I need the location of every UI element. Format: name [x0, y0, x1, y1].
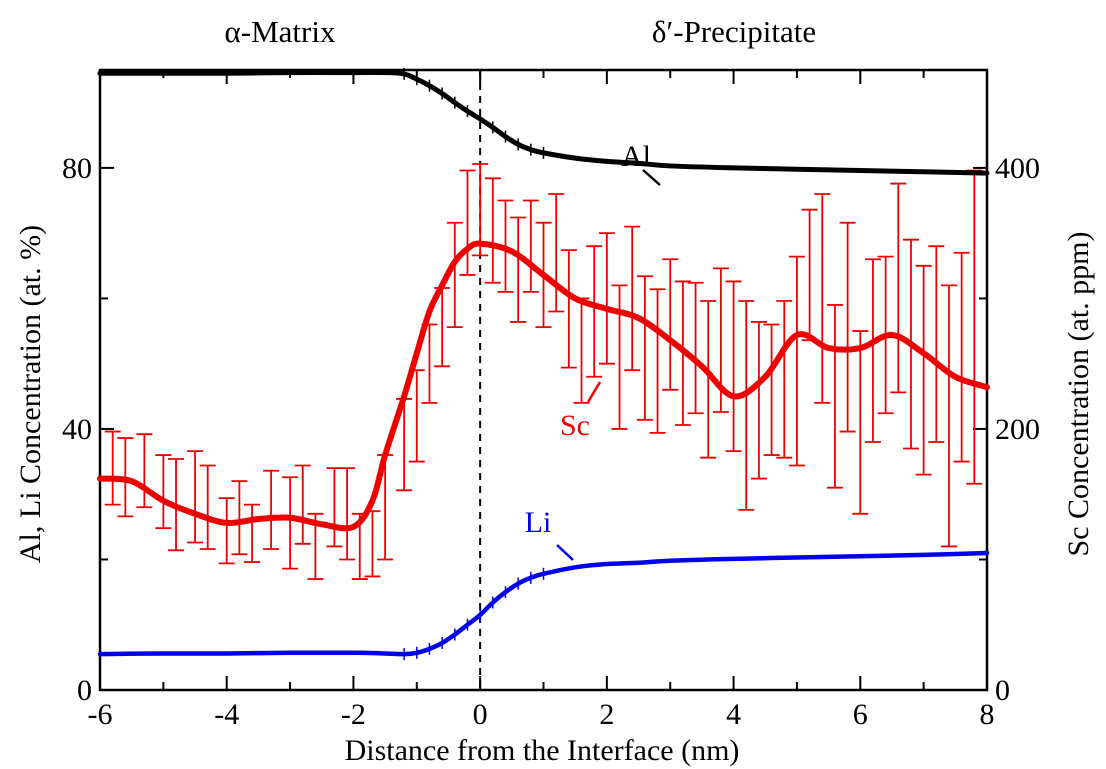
- y-left-tick-label: 40: [62, 413, 92, 446]
- sc-error-bar: [560, 249, 577, 369]
- x-tick-label: -6: [88, 698, 113, 731]
- sc-error-bar: [763, 323, 780, 456]
- sc-error-bar: [199, 464, 216, 550]
- sc-error-bar: [446, 221, 463, 329]
- sc-error-bar: [864, 258, 881, 443]
- x-tick-label: 0: [473, 698, 488, 731]
- sc-error-bar: [548, 193, 565, 313]
- y-left-tick-label: 0: [77, 674, 92, 707]
- x-axis-label: Distance from the Interface (nm): [345, 734, 740, 767]
- sc-error-bar: [459, 169, 476, 276]
- sc-error-bar: [915, 264, 932, 476]
- sc-error-bar: [136, 433, 153, 509]
- sc-error-bar: [928, 245, 945, 443]
- sc-error-bar: [244, 503, 261, 563]
- sc-error-bar: [738, 300, 755, 511]
- sc-error-bar: [586, 245, 603, 378]
- series-label-li: Li: [525, 506, 552, 539]
- x-tick-label: 6: [853, 698, 868, 731]
- sc-error-bar: [611, 284, 628, 430]
- sc-error-bar: [826, 304, 843, 489]
- sc-error-bar: [940, 284, 957, 548]
- sc-error-bars: [104, 163, 983, 580]
- series-label-al: Al: [621, 140, 651, 173]
- series-lines: [97, 67, 990, 661]
- sc-error-bar: [408, 369, 425, 463]
- sc-error-bar: [839, 221, 856, 433]
- series-annotations: Al Li Sc: [525, 140, 661, 561]
- sc-error-bar: [776, 300, 793, 459]
- sc-error-bar: [472, 163, 489, 257]
- sc-error-bar: [649, 288, 666, 434]
- sc-error-bar: [104, 430, 121, 506]
- sc-error-bar: [573, 297, 590, 404]
- series-line-sc: [97, 240, 990, 532]
- sc-error-bar: [282, 476, 299, 570]
- sc-error-bar: [231, 480, 248, 556]
- sc-error-bar: [890, 182, 907, 394]
- sc-error-bar: [484, 177, 501, 284]
- y-right-tick-label: 400: [995, 152, 1040, 185]
- sc-error-bar: [725, 280, 742, 453]
- sc-error-bar: [852, 330, 869, 515]
- y-axis-right-label: Sc Concentration (at. ppm): [1062, 232, 1095, 557]
- sc-error-bar: [598, 232, 615, 365]
- region-label-precipitate: δ′-Precipitate: [652, 14, 816, 49]
- sc-error-bar: [700, 300, 717, 459]
- sc-error-bar: [662, 258, 679, 391]
- sc-error-bar: [218, 497, 235, 565]
- sc-error-bar: [687, 281, 704, 415]
- sc-error-bar: [187, 450, 204, 544]
- series-label-sc: Sc: [560, 409, 590, 442]
- axes-frame: [98, 68, 989, 692]
- series-leader-sc: [586, 381, 602, 403]
- sc-error-bar: [636, 275, 653, 421]
- sc-error-bar: [966, 169, 983, 485]
- sc-error-bar: [750, 321, 767, 480]
- sc-error-bar: [801, 208, 818, 342]
- sc-error-bar: [155, 454, 172, 530]
- region-label-matrix: α-Matrix: [225, 14, 336, 49]
- x-tick-label: 4: [726, 698, 741, 731]
- sc-error-bar: [814, 193, 831, 404]
- series-leader-li: [556, 544, 574, 561]
- sc-error-bar: [326, 467, 343, 548]
- sc-error-bar: [624, 225, 641, 372]
- x-tick-label: -2: [341, 698, 366, 731]
- x-tick-label: 8: [980, 698, 995, 731]
- y-right-tick-label: 0: [995, 674, 1010, 707]
- y-axis-left-label: Al, Li Concentration (at. %): [14, 225, 47, 563]
- sc-error-bar: [510, 216, 527, 323]
- y-right-tick-label: 200: [995, 413, 1040, 446]
- sc-error-bar: [522, 199, 539, 293]
- sc-error-bar: [364, 510, 381, 578]
- x-tick-label: -4: [214, 698, 239, 731]
- x-tick-label: 2: [599, 698, 614, 731]
- plot-frame: [98, 68, 989, 692]
- sc-error-bar: [263, 469, 280, 550]
- sc-error-bar: [953, 251, 970, 463]
- sc-error-bar: [294, 464, 311, 545]
- sc-error-bar: [788, 255, 805, 467]
- sc-error-bar: [339, 467, 356, 561]
- y-left-tick-label: 80: [62, 152, 92, 185]
- series-leader-al: [642, 169, 661, 186]
